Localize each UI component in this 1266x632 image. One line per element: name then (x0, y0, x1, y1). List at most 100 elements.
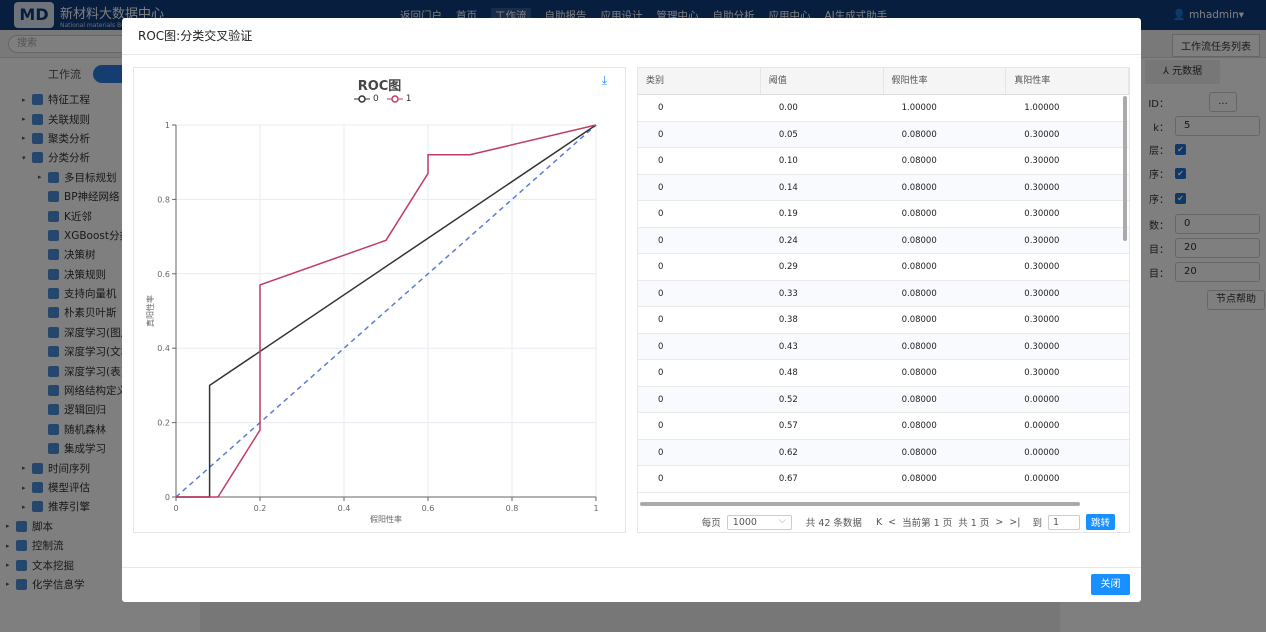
table-row[interactable]: 0 0.48 0.08000 0.30000 (638, 360, 1129, 387)
table-cell: 0.00000 (1024, 447, 1060, 458)
table-cell: 0.08000 (901, 209, 937, 219)
table-cell: 1.00000 (901, 103, 937, 113)
table-cell: 0 (658, 421, 664, 431)
x-tick-label: 0.4 (338, 504, 351, 513)
table-row[interactable]: 0 0.05 0.08000 0.30000 (638, 121, 1129, 148)
table-cell: 0.30000 (1024, 368, 1060, 378)
table-row[interactable]: 0 0.57 0.08000 0.00000 (638, 413, 1129, 440)
table-row[interactable]: 0 0.38 0.08000 0.30000 (638, 307, 1129, 334)
roc-modal: ROC图:分类交叉验证 ROC图 ⤓ 0 1 0 0.2 0.4 0.6 0.8 1 0 0.… (122, 18, 1141, 602)
table-cell: 0 (658, 288, 664, 299)
table-cell: 0.10 (778, 156, 798, 166)
table-cell: 0.30000 (1024, 156, 1060, 166)
column-header[interactable]: 假阳性率 (884, 68, 1007, 94)
table-cell: 0.30000 (1024, 315, 1060, 325)
y-axis-label: 真阳性率 (145, 295, 155, 327)
table-cell: 0.08000 (901, 421, 937, 431)
table-cell: 0 (658, 474, 664, 484)
x-tick-label: 1 (593, 504, 598, 513)
legend-item-1[interactable]: 1 (386, 94, 411, 104)
table-cell: 0.00000 (1024, 474, 1060, 484)
table-cell: 0.30000 (1024, 129, 1060, 140)
vertical-scrollbar[interactable] (1123, 96, 1127, 241)
table-cell: 0 (658, 129, 664, 140)
roc-chart: 0 0.2 0.4 0.6 0.8 1 0 0.2 0.4 0.6 0.8 1 假阳性率 真阳性率 (145, 121, 599, 524)
first-page-button[interactable]: K (875, 516, 883, 528)
table-cell: 0.08000 (901, 235, 937, 246)
table-cell: 0.52 (778, 394, 798, 405)
table-cell: 0.43 (778, 341, 798, 352)
table-cell: 0.33 (778, 288, 798, 299)
horizontal-scrollbar[interactable] (640, 502, 1080, 506)
table-row[interactable]: 0 0.19 0.08000 0.30000 (638, 201, 1129, 228)
table-cell: 0 (658, 156, 664, 166)
table-cell: 0.00000 (1024, 421, 1060, 431)
table-cell: 0.08000 (901, 182, 937, 193)
table-cell: 0.24 (778, 235, 798, 246)
modal-footer-divider (122, 567, 1141, 568)
goto-page-input[interactable]: 1 (1047, 514, 1080, 530)
table-row[interactable]: 0 0.67 0.08000 0.00000 (638, 466, 1129, 493)
table-cell: 0.08000 (901, 156, 937, 166)
last-page-button[interactable]: >| (1009, 516, 1021, 528)
per-page-select[interactable]: 1000 (726, 514, 792, 530)
series-line-1[interactable] (176, 124, 597, 498)
table-cell: 0.08000 (901, 315, 937, 325)
table-cell: 0.30000 (1024, 288, 1060, 299)
table-cell: 0 (658, 394, 664, 405)
table-row[interactable]: 0 0.62 0.08000 0.00000 (638, 439, 1129, 466)
x-tick-label: 0.2 (254, 504, 267, 513)
table-cell: 0.08000 (901, 129, 937, 140)
modal-title: ROC图:分类交叉验证 (122, 18, 1141, 55)
column-header[interactable]: 阈值 (761, 68, 884, 94)
chart-title: ROC图 (357, 79, 402, 94)
next-page-button[interactable]: > (995, 516, 1004, 528)
table-row[interactable]: 0 0.52 0.08000 0.00000 (638, 386, 1129, 413)
column-header[interactable]: 类别 (638, 68, 761, 94)
table-cell: 0 (658, 447, 664, 458)
close-button[interactable]: 关闭 (1091, 574, 1130, 595)
table-cell: 0.30000 (1024, 182, 1060, 193)
chart-panel: ROC图 ⤓ 0 1 0 0.2 0.4 0.6 0.8 1 0 0.2 0.4 0.6 0.8 1 假… (133, 67, 626, 533)
table-row[interactable]: 0 0.24 0.08000 0.30000 (638, 227, 1129, 254)
table-cell: 0 (658, 209, 664, 219)
table-row[interactable]: 0 0.33 0.08000 0.30000 (638, 280, 1129, 307)
total-pages: 共 1 页 (958, 518, 990, 529)
table-row[interactable]: 0 0.00 1.00000 1.00000 (638, 95, 1129, 122)
per-page-label: 每页 (701, 518, 721, 529)
reference-diagonal-line (175, 124, 597, 498)
pagination: 每页 1000 共 42 条数据 K < 当前第 1 页 共 1 页 > >| … (638, 511, 1129, 532)
y-tick-label: 0.6 (157, 270, 170, 279)
table-cell: 0 (658, 262, 664, 272)
table-header: 类别 阈值 假阳性率 真阳性率 (638, 68, 1129, 95)
table-cell: 0 (658, 182, 664, 193)
chart-legend[interactable]: 0 1 (354, 94, 411, 104)
table-cell: 0.62 (778, 447, 798, 458)
table-row[interactable]: 0 0.43 0.08000 0.30000 (638, 333, 1129, 360)
x-axis-label: 假阳性率 (370, 514, 402, 524)
prev-page-button[interactable]: < (888, 516, 897, 528)
table-cell: 0.05 (778, 129, 798, 140)
legend-item-0[interactable]: 0 (354, 94, 379, 104)
x-tick-label: 0.8 (506, 504, 519, 513)
table-row[interactable]: 0 0.29 0.08000 0.30000 (638, 254, 1129, 281)
table-row[interactable]: 0 0.14 0.08000 0.30000 (638, 174, 1129, 201)
y-tick-label: 0.8 (157, 195, 170, 204)
table-cell: 0.08000 (901, 394, 937, 405)
y-tick-label: 0 (165, 493, 170, 502)
table-cell: 0.19 (778, 209, 798, 219)
table-cell: 0.30000 (1024, 341, 1060, 352)
table-cell: 0 (658, 235, 664, 246)
table-cell: 0.08000 (901, 447, 937, 458)
download-icon[interactable]: ⤓ (601, 73, 607, 87)
table-cell: 0.29 (778, 262, 798, 272)
column-header[interactable]: 真阳性率 (1006, 68, 1129, 94)
jump-button[interactable]: 跳转 (1085, 514, 1115, 530)
table-cell: 0 (658, 103, 664, 113)
y-tick-label: 0.2 (157, 419, 170, 428)
table-cell: 0.08000 (901, 262, 937, 272)
table-cell: 0.30000 (1024, 262, 1060, 272)
table-row[interactable]: 0 0.10 0.08000 0.30000 (638, 148, 1129, 175)
current-page: 当前第 1 页 (902, 518, 953, 529)
x-tick-label: 0.6 (422, 504, 435, 513)
